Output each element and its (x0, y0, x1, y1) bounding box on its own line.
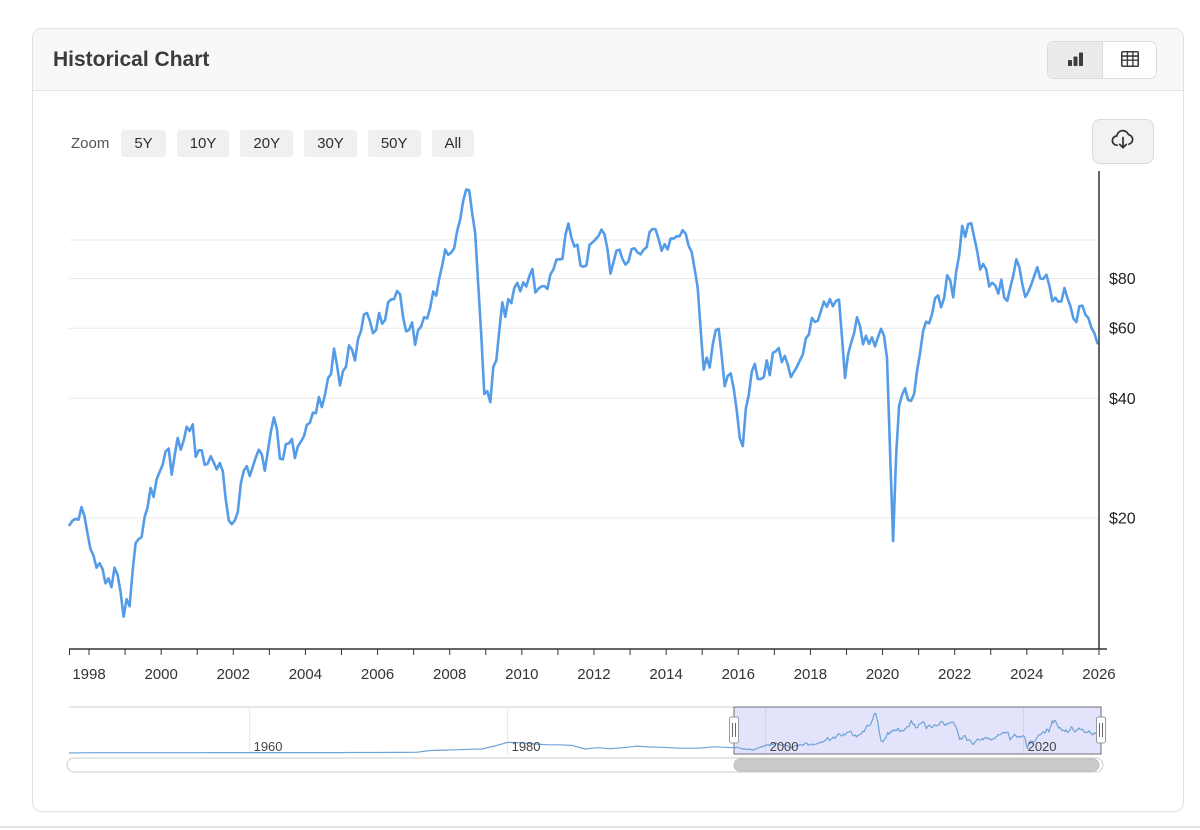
y-axis-label: $40 (1109, 391, 1136, 408)
table-icon (1120, 49, 1140, 72)
y-axis-label: $20 (1109, 511, 1136, 528)
zoom-label: Zoom (71, 134, 110, 152)
y-axis-label: $80 (1109, 271, 1136, 288)
zoom-button-10y[interactable]: 10Y (176, 129, 230, 157)
x-axis-label: 2016 (722, 666, 755, 683)
nav-axis-label: 1960 (254, 739, 283, 754)
x-axis-label: 2000 (144, 666, 177, 683)
page-title: Historical Chart (53, 48, 210, 71)
x-axis-label: 2022 (938, 666, 971, 683)
x-axis-label: 2018 (794, 666, 827, 683)
zoom-button-5y[interactable]: 5Y (121, 129, 166, 157)
historical-price-chart[interactable]: 1998 2000 2002 2004 2006 2008 2010 2012 2014 2016… (33, 91, 1184, 812)
zoom-button-50y[interactable]: 50Y (367, 129, 421, 157)
zoom-row: Zoom 5Y 10Y 20Y 30Y 50Y All (71, 129, 485, 157)
scrollbar-thumb[interactable] (733, 758, 1100, 772)
y-axis-label: $60 (1109, 321, 1136, 338)
nav-handle-right[interactable] (1096, 716, 1106, 744)
nav-axis-label: 2000 (770, 739, 799, 754)
view-toggle (1047, 41, 1157, 79)
navigator-price-line (68, 712, 1101, 754)
download-button[interactable] (1092, 119, 1154, 164)
cloud-download-icon (1109, 126, 1137, 157)
x-axis-label: 2004 (289, 666, 322, 683)
x-axis-label: 2024 (1010, 666, 1043, 683)
bottom-divider (0, 826, 1200, 828)
chart-view-button[interactable] (1048, 42, 1102, 78)
card-header: Historical Chart (33, 29, 1183, 91)
zoom-button-20y[interactable]: 20Y (240, 129, 294, 157)
x-axis-label: 1998 (72, 666, 105, 683)
x-axis-label: 2002 (217, 666, 250, 683)
x-axis-label: 2014 (649, 666, 682, 683)
x-axis-label: 2020 (866, 666, 899, 683)
zoom-button-all[interactable]: All (431, 129, 475, 157)
bar-chart-icon (1065, 49, 1085, 72)
x-axis-label: 2010 (505, 666, 538, 683)
historical-chart-card: Historical Chart (32, 28, 1184, 812)
nav-handle-left[interactable] (729, 716, 739, 744)
zoom-button-30y[interactable]: 30Y (304, 129, 357, 157)
nav-axis-label: 1980 (512, 739, 541, 754)
x-axis-label: 2006 (361, 666, 394, 683)
nav-axis-label: 2020 (1028, 739, 1057, 754)
price-line[interactable] (68, 188, 1099, 618)
x-axis-label: 2008 (433, 666, 466, 683)
x-axis-label: 2012 (577, 666, 610, 683)
x-axis-label: 2026 (1082, 666, 1115, 683)
table-view-button[interactable] (1102, 42, 1156, 78)
